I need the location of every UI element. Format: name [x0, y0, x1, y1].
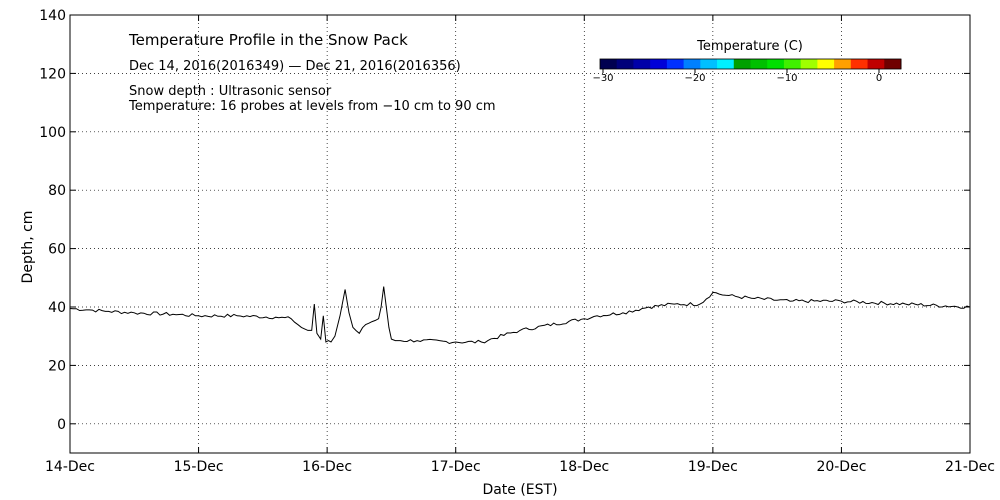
y-tick-label: 100 [39, 125, 66, 141]
colorbar-cell [834, 59, 852, 69]
colorbar-cell [783, 59, 802, 69]
colorbar-cell [817, 59, 835, 69]
x-tick-label: 16-Dec [302, 459, 352, 475]
x-axis: 14-Dec 15-Dec 16-Dec 17-Dec 18-Dec 19-Dec 20-D… [45, 15, 995, 475]
y-tick-label: 0 [57, 417, 66, 433]
x-tick-label: 14-Dec [45, 459, 95, 475]
snow-depth-line [69, 286, 971, 345]
colorbar-cell [717, 59, 735, 69]
x-tick-label: 17-Dec [431, 459, 481, 475]
temperature-colorbar: Temperature (C) −30 −20 −10 0 [592, 39, 902, 84]
colorbar-tick-label: 0 [876, 73, 882, 84]
grid-lines [70, 15, 970, 453]
colorbar-title: Temperature (C) [696, 39, 803, 54]
y-tick-label: 60 [48, 242, 66, 258]
colorbar-cell [700, 59, 718, 69]
y-tick-label: 80 [48, 183, 66, 199]
colorbar-cell [666, 59, 685, 69]
colorbar-cell [600, 59, 618, 69]
x-tick-label: 20-Dec [816, 459, 866, 475]
note-sensor: Snow depth : Ultrasonic sensor [129, 84, 332, 99]
y-axis: 0 20 40 60 80 100 120 140 [39, 8, 970, 433]
colorbar-cell [750, 59, 768, 69]
colorbar-tick-label: −30 [592, 73, 613, 84]
colorbar-cell [683, 59, 701, 69]
x-axis-label: Date (EST) [482, 482, 557, 498]
colorbar-cell [884, 59, 902, 69]
colorbar-cell [850, 59, 869, 69]
x-tick-label: 18-Dec [559, 459, 609, 475]
x-tick-label: 15-Dec [174, 459, 224, 475]
colorbar-tick-label: −10 [776, 73, 797, 84]
colorbar-cell [733, 59, 751, 69]
note-probes: Temperature: 16 probes at levels from −1… [128, 99, 496, 114]
colorbar-cell [767, 59, 785, 69]
plot-frame [69, 14, 971, 454]
colorbar-cell [633, 59, 651, 69]
y-tick-label: 20 [48, 358, 66, 374]
y-tick-label: 120 [39, 66, 66, 82]
colorbar-cell [650, 59, 668, 69]
x-tick-label: 21-Dec [945, 459, 995, 475]
date-range: Dec 14, 2016(2016349) — Dec 21, 2016(201… [129, 59, 461, 74]
y-tick-label: 140 [39, 8, 66, 24]
chart-title: Temperature Profile in the Snow Pack [128, 31, 408, 49]
y-axis-label: Depth, cm [20, 211, 36, 284]
colorbar-cell [867, 59, 885, 69]
colorbar-tick-label: −20 [684, 73, 705, 84]
colorbar-cell [800, 59, 818, 69]
colorbar-cell [616, 59, 634, 69]
y-tick-label: 40 [48, 300, 66, 316]
x-tick-label: 19-Dec [688, 459, 738, 475]
